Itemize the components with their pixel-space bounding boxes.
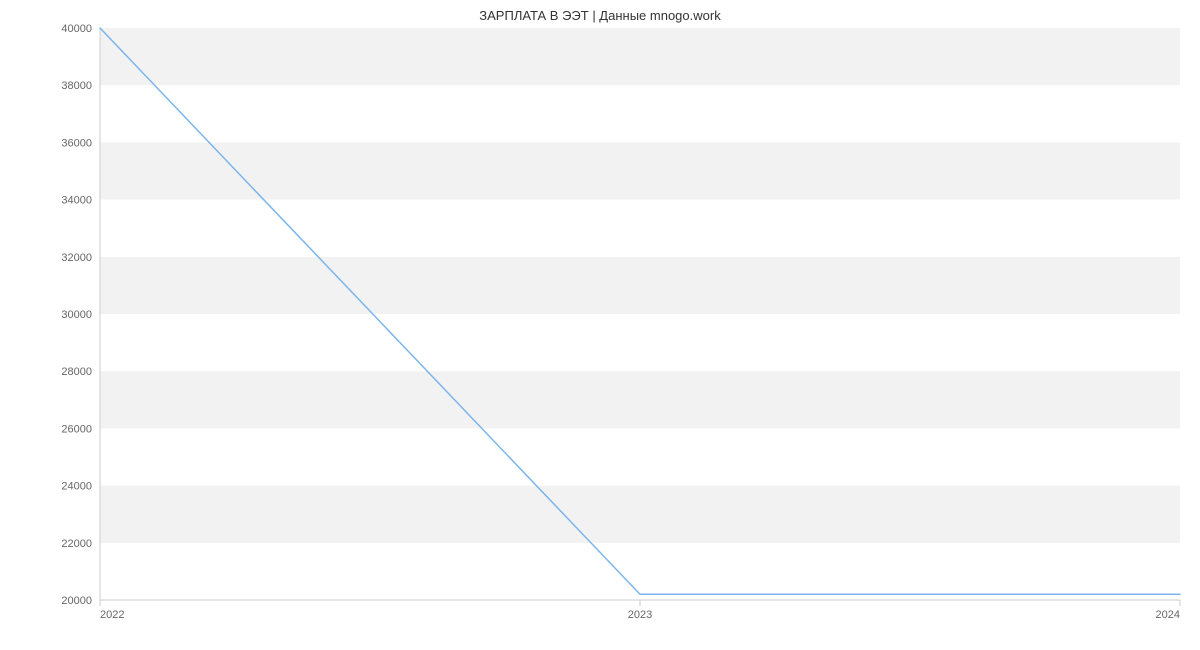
x-tick-label: 2022 (100, 609, 124, 621)
y-tick-label: 24000 (61, 481, 92, 493)
y-tick-label: 38000 (61, 80, 92, 92)
y-tick-label: 28000 (61, 366, 92, 378)
salary-line-chart: ЗАРПЛАТА В ЭЭТ | Данные mnogo.work 20000… (0, 0, 1200, 650)
y-tick-label: 34000 (61, 195, 92, 207)
y-tick-label: 36000 (61, 137, 92, 149)
x-tick-label: 2023 (628, 609, 652, 621)
chart-svg: 20000 22000 24000 26000 28000 30000 32000 34000… (0, 0, 1200, 650)
y-tick-label: 32000 (61, 252, 92, 264)
y-tick-label: 22000 (61, 538, 92, 550)
y-tick-label: 40000 (61, 23, 92, 35)
x-tick-label: 2024 (1156, 609, 1180, 621)
y-tick-label: 20000 (61, 595, 92, 607)
y-tick-label: 26000 (61, 423, 92, 435)
y-tick-label: 30000 (61, 309, 92, 321)
